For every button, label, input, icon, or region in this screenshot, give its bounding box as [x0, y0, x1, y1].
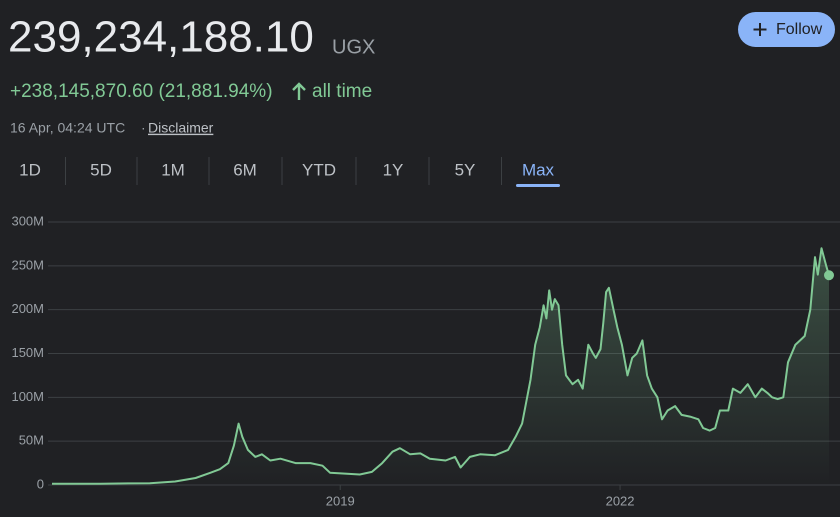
range-tab[interactable]: 6M: [233, 160, 257, 179]
y-tick-label: 50M: [19, 433, 44, 448]
follow-button-bg: [738, 12, 835, 47]
range-tab[interactable]: 5D: [90, 160, 112, 179]
range-tab[interactable]: 1Y: [383, 160, 404, 179]
timestamp: 16 Apr, 04:24 UTC: [10, 120, 125, 136]
price: 239,234,188.10: [8, 13, 314, 62]
up-arrow-icon: [292, 82, 306, 100]
y-tick-label: 100M: [11, 389, 44, 404]
price-line: [52, 247, 830, 485]
range-tabs: 1D 5D 1M 6M YTD 1Y 5Y Max: [19, 157, 560, 187]
y-tick-label: 200M: [11, 301, 44, 316]
range-tab[interactable]: 1M: [161, 160, 185, 179]
latest-point: [824, 270, 834, 281]
y-tick-label: 150M: [11, 345, 44, 360]
range-tab[interactable]: 5Y: [455, 160, 476, 179]
disclaimer-link[interactable]: Disclaimer: [148, 120, 214, 136]
range-tab[interactable]: 1D: [19, 160, 41, 179]
plus-icon: [753, 23, 767, 36]
range-tab[interactable]: Max: [522, 160, 555, 179]
change-period: all time: [312, 81, 372, 102]
price-area: [52, 248, 829, 485]
follow-label: Follow: [776, 21, 823, 38]
y-tick-label: 250M: [11, 257, 44, 272]
y-tick-label: 300M: [11, 213, 44, 228]
range-tab[interactable]: YTD: [302, 160, 336, 179]
price-chart: 0 50M 100M 150M 200M 250M 300M 2019 2022: [11, 213, 840, 508]
x-tick-label: 2019: [326, 493, 355, 508]
y-tick-label: 0: [37, 476, 44, 491]
currency: UGX: [332, 36, 375, 58]
change: +238,145,870.60 (21,881.94%): [10, 81, 273, 102]
x-tick-label: 2022: [606, 493, 635, 508]
active-tab-indicator: [516, 184, 560, 187]
separator-dot: ·: [141, 120, 146, 136]
follow-button[interactable]: Follow: [738, 12, 835, 47]
